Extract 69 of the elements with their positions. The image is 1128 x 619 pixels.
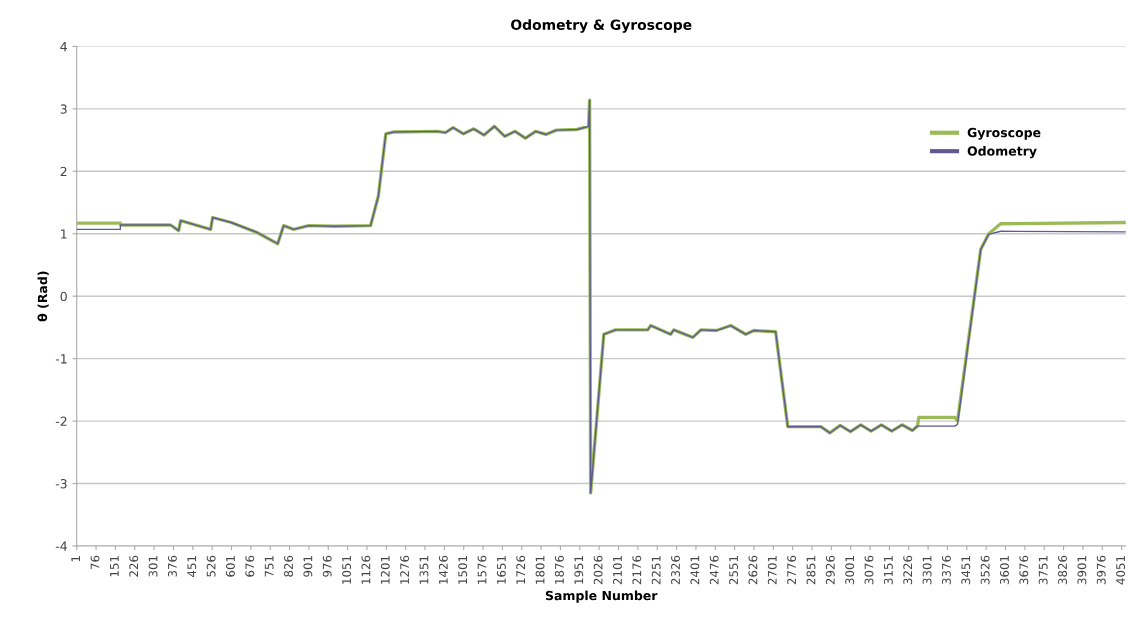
x-tick-label: 526 [206,555,216,577]
x-tick-label: 3751 [1038,556,1048,585]
y-tick-label: 2 [60,166,67,177]
x-tick-label: 1276 [400,555,410,584]
x-tick-label: 2926 [825,555,835,585]
legend-label: Gyroscope [967,127,1041,140]
x-tick-label: 2476 [709,555,719,585]
x-tick-label: 2176 [632,555,642,585]
x-tick-label: 3301 [922,556,932,585]
x-tick-label: 3826 [1058,555,1067,585]
legend-label: Odometry [967,146,1037,159]
x-tick-label: 2026 [593,555,603,585]
x-tick-label: 3376 [941,555,951,585]
y-tick-label: 0 [60,291,67,302]
y-tick-label: 4 [60,42,67,52]
x-tick-label: 76 [90,555,100,570]
x-tick-label: 451 [187,556,197,577]
x-tick-label: 901 [303,556,313,577]
x-tick-label: 226 [129,555,139,577]
y-axis-title: θ (Rad) [37,271,49,322]
x-tick-label: 676 [245,555,255,577]
x-tick-label: 1651 [496,556,506,584]
x-tick-label: 301 [148,556,158,577]
y-tick-label: -3 [55,478,67,489]
x-tick-label: 1876 [554,555,564,584]
y-tick-label: -1 [55,354,67,364]
x-tick-label: 1 [71,556,80,562]
x-tick-label: 1501 [458,556,468,584]
x-tick-label: 151 [110,556,119,577]
x-tick-label: 1351 [419,556,429,584]
x-tick-label: 1951 [574,556,584,584]
x-tick-label: 2401 [690,556,700,585]
y-tick-label: -4 [55,541,67,551]
x-tick-label: 751 [264,556,274,577]
x-tick-label: 2551 [729,556,739,585]
x-tick-label: 3901 [1077,556,1087,585]
x-tick-label: 3001 [845,556,855,585]
y-tick-label: -2 [55,416,67,426]
x-tick-label: 1051 [342,556,352,584]
x-tick-label: 2701 [767,556,777,585]
y-tick-label: 1 [61,229,67,239]
x-tick-label: 1801 [535,556,545,584]
x-axis-title: Sample Number [545,590,658,603]
x-tick-label: 3076 [864,555,874,585]
x-tick-label: 826 [284,555,293,577]
x-tick-label: 3226 [903,555,913,585]
x-tick-label: 1576 [477,555,487,584]
x-tick-label: 2776 [787,555,797,585]
x-tick-label: 3151 [883,556,893,585]
x-tick-label: 3451 [961,556,971,585]
chart-title: Odometry & Gyroscope [511,19,692,33]
x-tick-label: 2851 [806,556,816,585]
x-tick-label: 2326 [671,555,680,585]
x-tick-label: 2101 [613,556,622,585]
x-tick-label: 3526 [980,555,990,585]
x-tick-label: 3976 [1096,555,1106,585]
x-tick-label: 1126 [361,555,371,584]
x-tick-label: 3601 [1000,556,1009,585]
x-tick-label: 2626 [748,555,758,585]
x-tick-label: 376 [167,555,177,577]
y-tick-label: 3 [60,104,67,114]
x-tick-label: 1426 [438,555,448,584]
x-tick-label: 1201 [380,556,390,584]
x-tick-label: 976 [322,555,332,577]
x-tick-label: 601 [226,556,235,577]
x-tick-label: 3676 [1019,555,1029,585]
x-tick-label: 1726 [516,555,526,584]
x-tick-label: 2251 [651,556,661,585]
x-tick-label: 4051 [1116,556,1126,585]
